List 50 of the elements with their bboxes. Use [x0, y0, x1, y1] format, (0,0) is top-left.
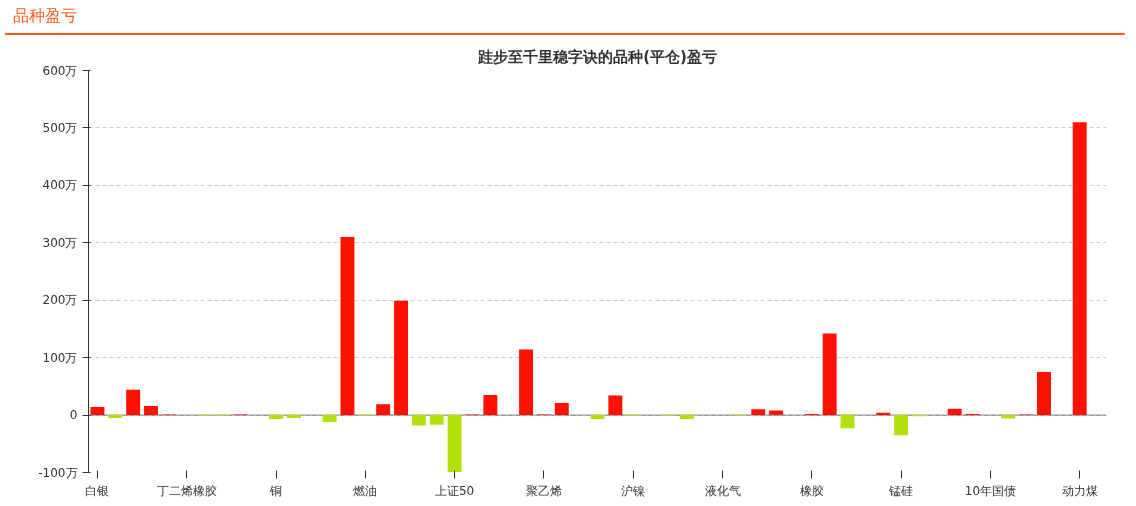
x-tick-label: 沪镍 — [621, 483, 646, 498]
bar — [144, 405, 158, 416]
bar — [394, 300, 409, 416]
bar — [769, 410, 784, 416]
bar — [429, 415, 444, 425]
bar — [90, 407, 105, 416]
bar — [483, 394, 498, 416]
x-tick-label: 铜 — [269, 483, 283, 498]
bar — [108, 415, 123, 418]
x-tick-label: 丁二烯橡胶 — [156, 483, 217, 498]
bar — [894, 415, 909, 436]
x-tick-label: 燃油 — [353, 483, 378, 498]
y-tick-label: 100万 — [42, 350, 78, 365]
bar — [269, 415, 283, 420]
bar — [340, 237, 355, 416]
bar — [376, 404, 391, 416]
y-tick-label: 300万 — [42, 235, 78, 250]
y-tick-label: 200万 — [42, 293, 78, 308]
bar — [411, 415, 426, 426]
y-tick-label: -100万 — [38, 465, 78, 480]
bar — [840, 415, 855, 429]
bar — [822, 333, 837, 416]
bar — [751, 409, 766, 416]
bar — [608, 395, 623, 416]
y-tick-label: 400万 — [42, 178, 78, 193]
y-tick-label: 0 — [69, 408, 78, 423]
x-tick-label: 液化气 — [704, 483, 741, 498]
bar — [447, 415, 462, 472]
bar — [519, 349, 534, 416]
bar — [322, 415, 337, 422]
x-tick-label: 动力煤 — [1061, 483, 1098, 498]
text: 品种盈亏 — [13, 5, 77, 27]
bar — [286, 415, 301, 418]
bar — [590, 415, 605, 420]
x-tick-label: 锰硅 — [888, 483, 914, 498]
x-tick-label: 聚乙烯 — [525, 483, 562, 498]
bar — [947, 408, 962, 416]
x-tick-label: 白银 — [85, 483, 110, 498]
y-tick-label: 600万 — [42, 63, 78, 78]
x-tick-label: 橡胶 — [799, 483, 824, 498]
bar — [1001, 415, 1016, 419]
y-tick-label: 500万 — [42, 120, 78, 135]
bar — [679, 415, 694, 420]
bar — [1072, 122, 1087, 416]
chart-title: 跬步至千里稳字诀的品种(平仓)盈亏 — [477, 47, 717, 66]
bar — [126, 389, 141, 416]
bar — [1037, 372, 1051, 416]
bar — [554, 403, 569, 416]
x-tick-label: 10年国债 — [964, 483, 1017, 498]
x-tick-label: 上证50 — [434, 483, 475, 498]
